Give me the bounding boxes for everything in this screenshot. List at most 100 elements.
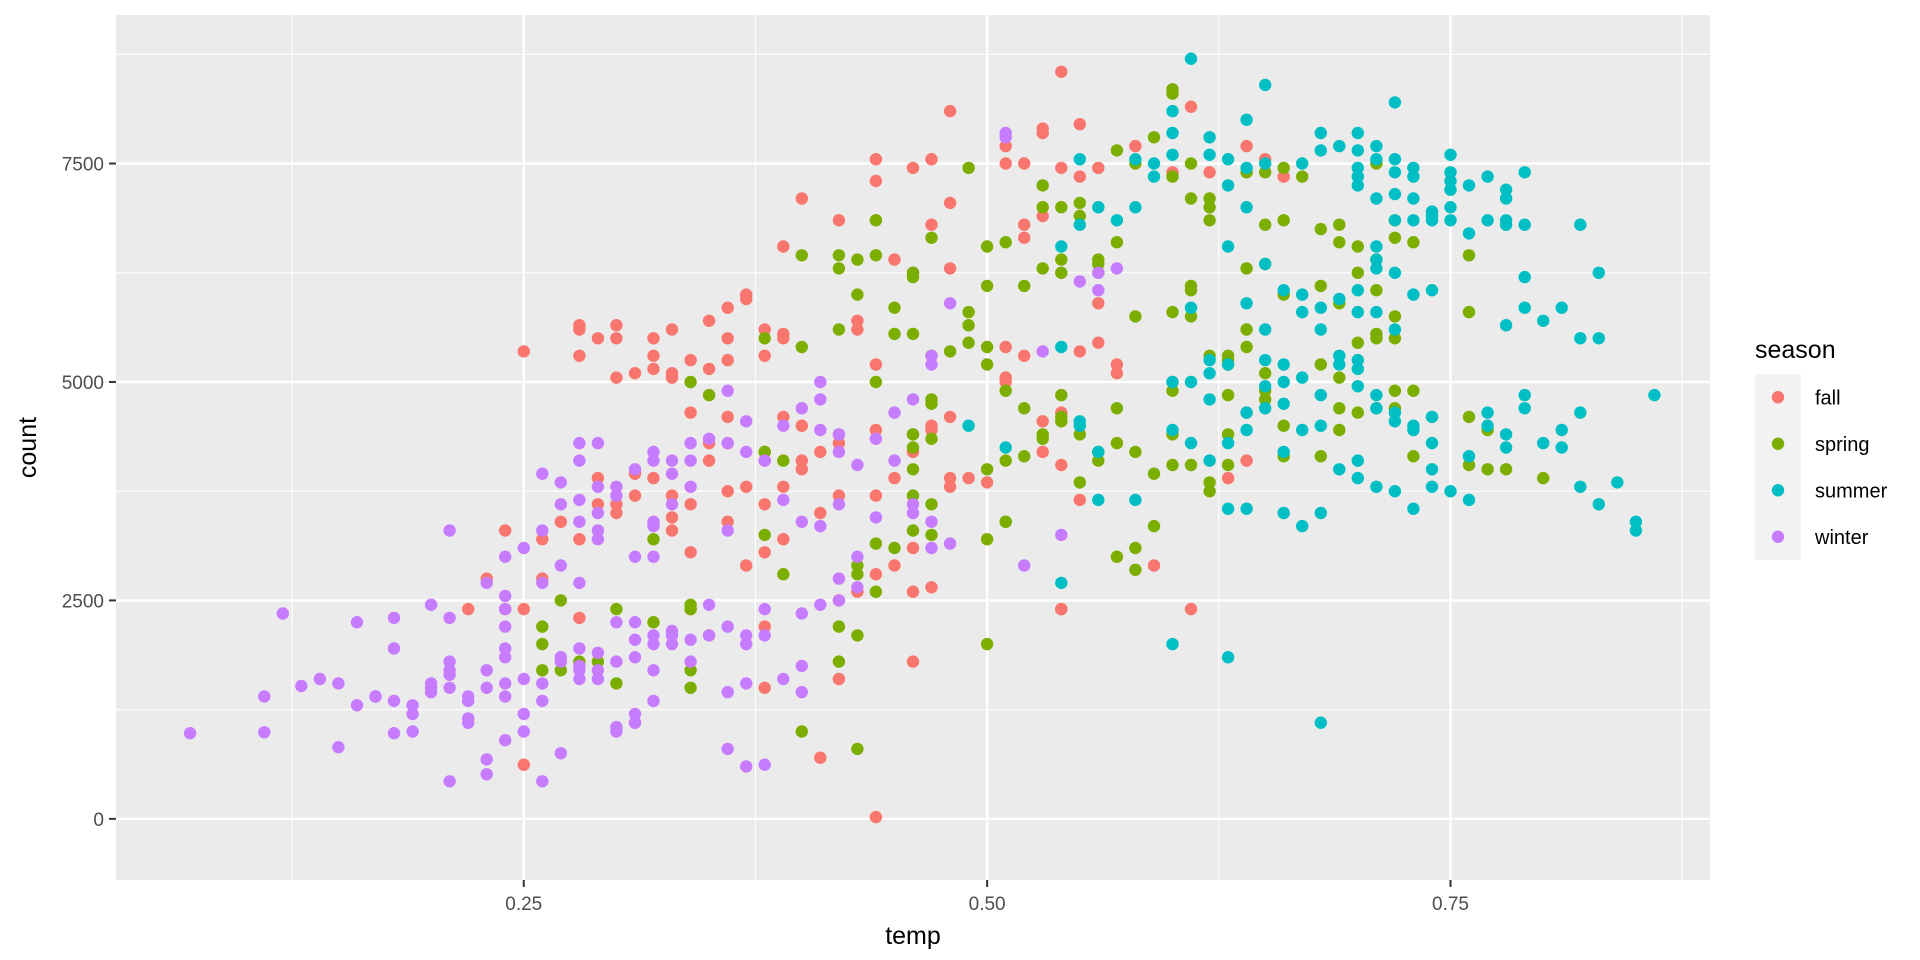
data-point-summer bbox=[1333, 349, 1346, 362]
data-point-winter bbox=[647, 694, 660, 708]
data-point-spring bbox=[1036, 201, 1049, 214]
data-point-spring bbox=[1481, 463, 1494, 476]
data-point-winter bbox=[295, 679, 308, 693]
data-point-summer bbox=[1333, 358, 1346, 371]
data-point-fall bbox=[832, 672, 846, 686]
data-point-summer bbox=[1444, 148, 1457, 161]
data-point-fall bbox=[1017, 231, 1031, 244]
data-point-spring bbox=[1203, 485, 1216, 498]
data-point-fall bbox=[1110, 367, 1124, 380]
data-point-spring bbox=[702, 388, 716, 402]
data-point-winter bbox=[499, 734, 512, 747]
data-point-spring bbox=[962, 319, 975, 332]
data-point-spring bbox=[536, 620, 549, 633]
data-point-summer bbox=[1425, 480, 1439, 493]
data-point-winter bbox=[647, 454, 660, 467]
data-point-fall bbox=[610, 319, 623, 332]
data-point-summer bbox=[1221, 179, 1235, 192]
data-point-summer bbox=[1055, 576, 1068, 590]
data-point-spring bbox=[1055, 253, 1068, 266]
data-point-winter bbox=[740, 637, 753, 651]
data-point-fall bbox=[814, 506, 827, 520]
data-point-spring bbox=[1073, 196, 1087, 210]
data-point-fall bbox=[1073, 170, 1087, 183]
data-point-spring bbox=[795, 340, 808, 354]
data-point-fall bbox=[702, 454, 716, 467]
data-point-spring bbox=[851, 288, 864, 301]
data-point-summer bbox=[1444, 166, 1457, 179]
data-point-spring bbox=[999, 515, 1012, 528]
data-point-fall bbox=[925, 218, 938, 231]
data-point-summer bbox=[1629, 515, 1643, 528]
data-point-fall bbox=[740, 292, 753, 306]
data-point-winter bbox=[258, 726, 271, 739]
data-point-spring bbox=[1221, 428, 1235, 441]
data-point-fall bbox=[851, 323, 864, 336]
data-point-winter bbox=[702, 629, 716, 642]
data-point-spring bbox=[1259, 367, 1272, 380]
data-point-spring bbox=[1166, 170, 1179, 183]
data-point-spring bbox=[906, 428, 920, 441]
data-point-fall bbox=[665, 371, 679, 384]
data-point-fall bbox=[758, 323, 771, 336]
data-point-spring bbox=[980, 637, 994, 651]
data-point-summer bbox=[1221, 436, 1235, 450]
data-point-fall bbox=[999, 340, 1012, 354]
data-point-spring bbox=[906, 524, 920, 537]
data-point-spring bbox=[1221, 388, 1235, 402]
data-point-summer bbox=[1481, 170, 1494, 183]
data-point-winter bbox=[480, 664, 493, 677]
data-point-fall bbox=[573, 611, 586, 625]
data-point-winter bbox=[795, 515, 808, 528]
data-point-summer bbox=[1425, 463, 1439, 476]
data-point-summer bbox=[1296, 157, 1309, 170]
data-point-summer bbox=[1314, 301, 1328, 314]
data-point-spring bbox=[1129, 563, 1142, 576]
data-point-summer bbox=[1092, 201, 1105, 214]
data-point-spring bbox=[832, 323, 846, 336]
data-point-winter bbox=[628, 716, 642, 729]
data-point-spring bbox=[1333, 371, 1346, 384]
data-point-spring bbox=[1499, 463, 1513, 476]
data-point-winter bbox=[462, 694, 475, 708]
data-point-winter bbox=[536, 576, 549, 590]
data-point-winter bbox=[832, 498, 846, 511]
data-point-summer bbox=[1370, 262, 1383, 275]
data-point-winter bbox=[499, 690, 512, 703]
data-point-spring bbox=[777, 568, 790, 581]
data-point-fall bbox=[702, 314, 716, 327]
data-point-spring bbox=[851, 253, 864, 266]
data-point-summer bbox=[1425, 205, 1439, 218]
data-point-spring bbox=[1147, 131, 1161, 144]
data-point-summer bbox=[1351, 170, 1365, 183]
data-point-summer bbox=[1221, 651, 1235, 664]
data-point-spring bbox=[1129, 541, 1142, 555]
data-point-winter bbox=[591, 436, 605, 450]
data-point-spring bbox=[1166, 83, 1179, 96]
data-point-spring bbox=[1259, 166, 1272, 179]
data-point-summer bbox=[1277, 358, 1290, 371]
data-point-fall bbox=[684, 498, 697, 511]
data-point-summer bbox=[1351, 161, 1365, 175]
data-point-winter bbox=[832, 445, 846, 459]
data-point-spring bbox=[1055, 388, 1068, 402]
data-point-fall bbox=[758, 498, 771, 511]
data-point-fall bbox=[1110, 358, 1124, 371]
data-point-winter bbox=[684, 480, 697, 493]
data-point-summer bbox=[1462, 179, 1476, 192]
data-point-summer bbox=[1481, 419, 1494, 432]
data-point-spring bbox=[1221, 458, 1235, 472]
data-point-winter bbox=[536, 677, 549, 690]
data-point-fall bbox=[777, 533, 790, 546]
data-point-summer bbox=[1518, 218, 1531, 231]
data-point-summer bbox=[1203, 393, 1216, 406]
data-point-fall bbox=[462, 602, 475, 616]
data-point-spring bbox=[888, 327, 901, 341]
data-point-fall bbox=[591, 471, 605, 485]
legend: season fall spring summer winter bbox=[1755, 336, 1888, 560]
data-point-winter bbox=[721, 620, 734, 633]
data-point-spring bbox=[832, 262, 846, 275]
data-point-spring bbox=[1370, 332, 1383, 345]
data-point-summer bbox=[1166, 423, 1179, 437]
